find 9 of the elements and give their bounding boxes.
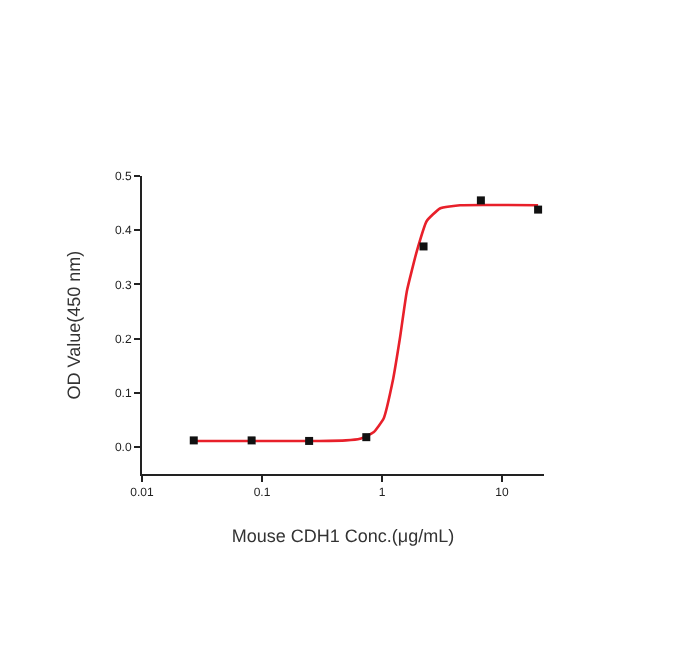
point [305,436,314,445]
point [189,436,198,445]
point [247,436,256,445]
y-axis-title: OD Value(450 nm) [63,250,84,400]
point [534,205,543,214]
point [419,242,428,251]
x-axis-title: Mouse CDH1 Conc.(μg/mL) [231,526,455,546]
point [476,196,485,205]
point [362,433,371,442]
